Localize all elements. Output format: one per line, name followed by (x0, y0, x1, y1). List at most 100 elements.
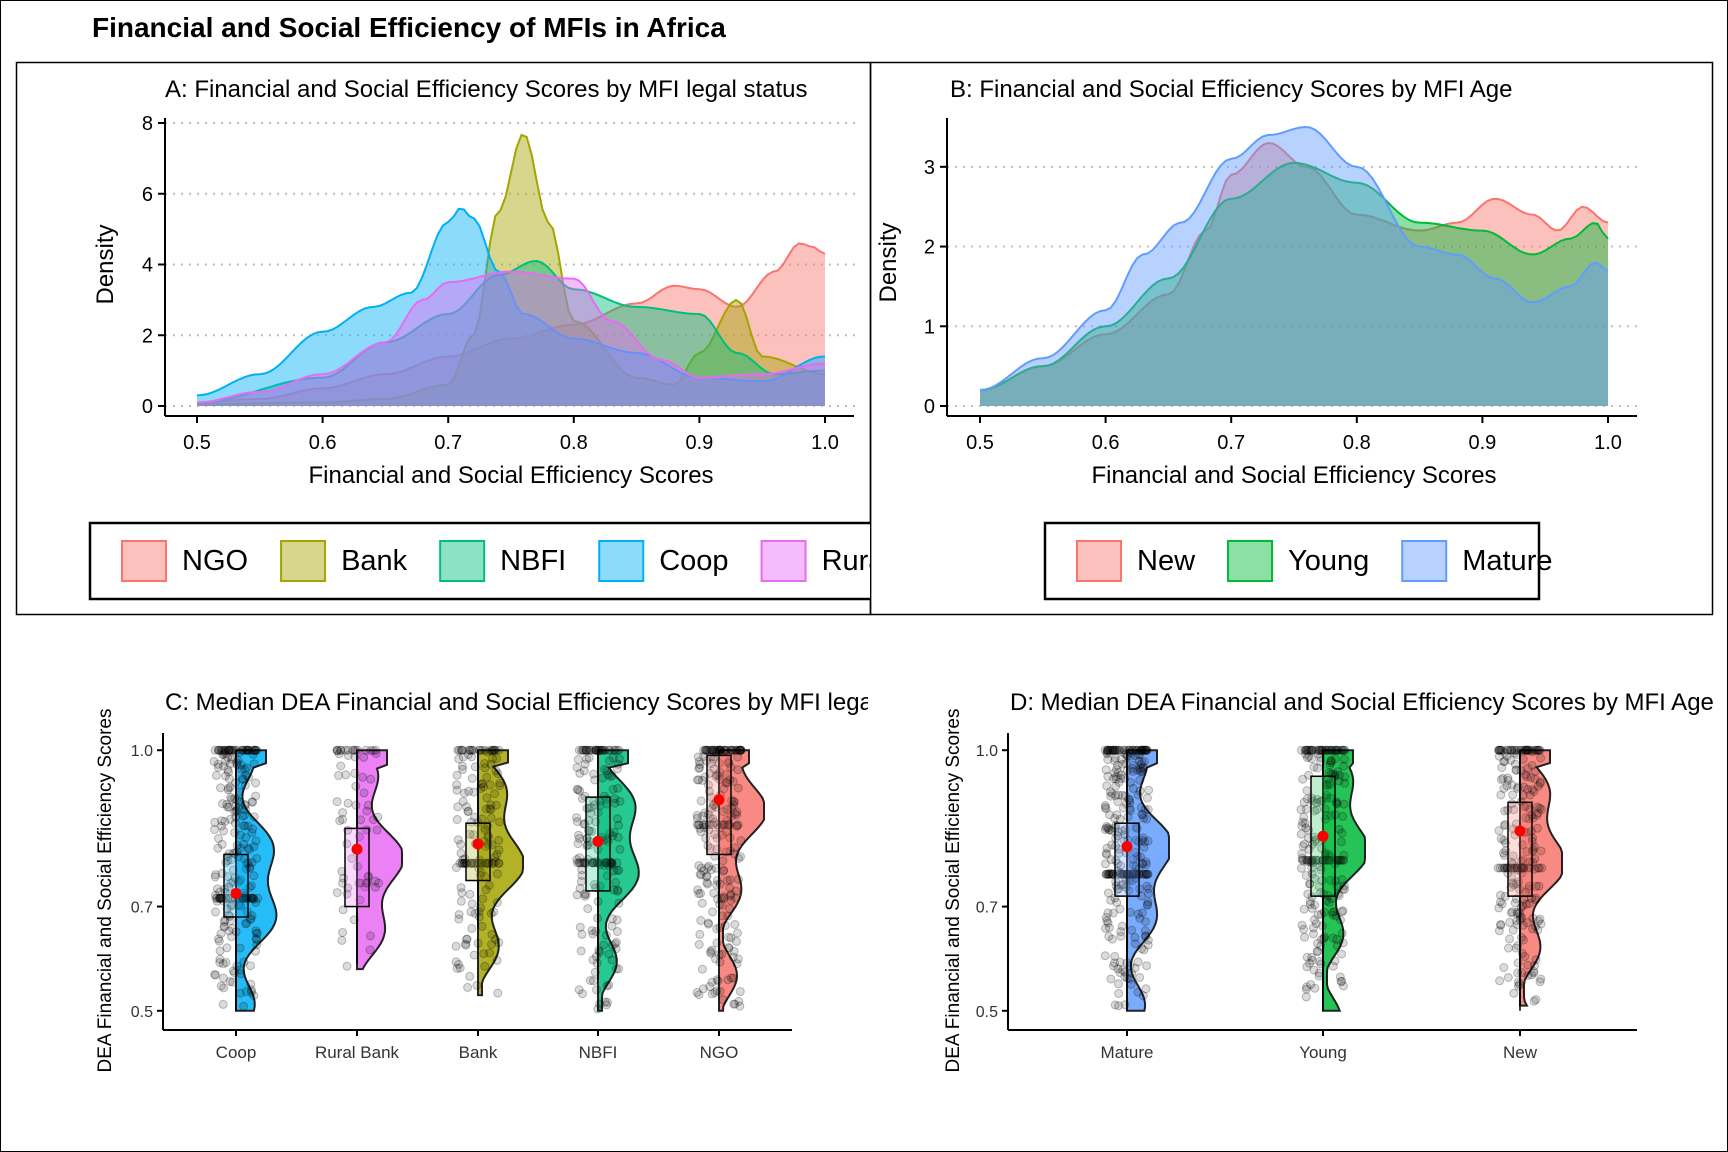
panel-c-point-nbfi (585, 745, 595, 755)
panel-c-point-coop (240, 764, 250, 774)
panel-d-point-young (1336, 837, 1346, 847)
panel-c-point-bank (459, 788, 469, 798)
panel-c-point-bank (473, 938, 483, 948)
panel-a-legend-key-rural-bank (760, 540, 807, 582)
panel-c-point-coop (210, 817, 220, 827)
panel-c-point-rural-bank (373, 812, 383, 822)
panel-c-point-ngo (703, 879, 713, 889)
panel-d-point-mature (1100, 859, 1110, 869)
panel-d-point-mature (1116, 931, 1126, 941)
panel-d-point-mature (1117, 754, 1127, 764)
panel-b-title: B: Financial and Social Efficiency Score… (950, 76, 1513, 103)
panel-d-point-new (1536, 974, 1546, 984)
panel-d-point-mature (1143, 869, 1153, 879)
panel-d-point-young (1305, 958, 1315, 968)
panel-c-point-nbfi (594, 746, 604, 756)
panel-c-point-coop (216, 981, 226, 991)
panel-d-point-new (1512, 750, 1522, 760)
panel-c-violin-bank (477, 749, 524, 997)
panel-c-point-ngo (726, 745, 736, 755)
panel-c-point-rural-bank (332, 745, 342, 755)
panel-b-legend-label-new: New (1137, 545, 1196, 577)
panel-c-point-nbfi (575, 853, 584, 863)
panel-a-title: A: Financial and Social Efficiency Score… (165, 76, 808, 103)
panel-d-point-mature (1109, 745, 1118, 755)
panel-d-point-mature (1136, 766, 1146, 776)
panel-c-point-bank (470, 858, 480, 868)
panel-c-point-nbfi (574, 985, 584, 995)
panel-c-point-bank (472, 858, 482, 868)
panel-d-point-mature (1136, 760, 1146, 769)
panel-c-point-rural-bank (337, 935, 347, 945)
panel-b-density-area-mature (980, 127, 1608, 406)
panel-c-point-ngo (718, 807, 728, 817)
panel-d-point-mature (1100, 802, 1110, 812)
panel-d-point-new (1498, 773, 1508, 783)
panel-c-point-coop (211, 970, 220, 980)
panel-a-density-line-bank (197, 133, 826, 406)
panel-d-point-young (1301, 745, 1311, 755)
panel-c-point-nbfi (582, 833, 592, 843)
panel-c-point-nbfi (610, 939, 620, 949)
panel-c-point-bank (491, 800, 501, 810)
panel-c-point-ngo (704, 919, 713, 929)
panel-c-point-ngo (699, 745, 709, 755)
panel-d-point-young (1307, 955, 1317, 965)
panel-c-point-ngo (732, 745, 742, 755)
panel-d-point-young (1326, 758, 1336, 768)
panel-d-violin-new (1519, 749, 1563, 1007)
panel-c-point-bank (492, 898, 502, 907)
panel-c-point-rural-bank (355, 895, 365, 905)
panel-c-point-ngo (732, 745, 741, 755)
panel-d-point-young (1312, 794, 1322, 804)
panel-c-point-ngo (706, 948, 716, 958)
panel-d-point-mature (1137, 758, 1147, 767)
panel-d-point-young (1301, 871, 1311, 880)
panel-c-point-ngo (710, 745, 720, 755)
panel-d-point-mature (1130, 963, 1140, 973)
panel-c-point-rural-bank (338, 928, 348, 937)
panel-d-point-mature (1118, 759, 1127, 769)
panel-c-point-nbfi (586, 745, 596, 755)
panel-c-y-label: DEA Financial and Social Efficiency Scor… (95, 709, 116, 1073)
panel-d-point-young (1321, 745, 1331, 755)
panel-c-point-ngo (726, 895, 736, 905)
panel-c-point-bank (467, 745, 477, 755)
panel-c-point-bank (482, 793, 492, 803)
panel-c-point-ngo (715, 775, 725, 785)
panel-c-point-rural-bank (334, 771, 343, 780)
panel-c-point-ngo (708, 814, 718, 824)
panel-a-x-tick-label: 0.5 (183, 432, 211, 454)
panel-b-y-tick-label: 1 (924, 316, 935, 338)
panel-c-point-rural-bank (333, 746, 342, 756)
panel-c-point-coop (250, 746, 259, 756)
panel-c-point-coop (214, 745, 224, 755)
panel-d-point-mature (1142, 814, 1152, 824)
panel-c-point-ngo (693, 752, 703, 762)
panel-c-point-coop (223, 765, 233, 775)
panel-d-point-young (1322, 790, 1332, 800)
panel-d-point-young (1336, 915, 1345, 925)
panel-c-point-coop (221, 771, 230, 781)
panel-d-point-mature (1103, 888, 1113, 898)
panel-c-point-coop (219, 749, 229, 759)
panel-d-point-mature (1143, 940, 1153, 950)
panel-c-point-bank (454, 745, 464, 755)
panel-c-point-bank (452, 815, 462, 824)
panel-c-point-nbfi (602, 1000, 611, 1010)
panel-c-point-bank (494, 938, 504, 948)
panel-d-point-young (1328, 910, 1338, 920)
panel-c-point-ngo (733, 928, 742, 938)
panel-d-point-young (1338, 811, 1348, 821)
panel-d-point-new (1496, 920, 1506, 929)
panel-c-point-bank (478, 894, 488, 904)
panel-d-point-new (1494, 745, 1504, 755)
panel-c-point-bank (462, 934, 472, 944)
panel-c-point-ngo (694, 889, 704, 899)
panel-d-point-young (1331, 745, 1341, 755)
panel-d-point-mature (1108, 745, 1118, 755)
panel-c-point-rural-bank (368, 746, 378, 756)
panel-c-point-nbfi (612, 927, 622, 936)
panel-c-point-coop (244, 745, 254, 755)
panel-d-point-young (1307, 754, 1317, 764)
